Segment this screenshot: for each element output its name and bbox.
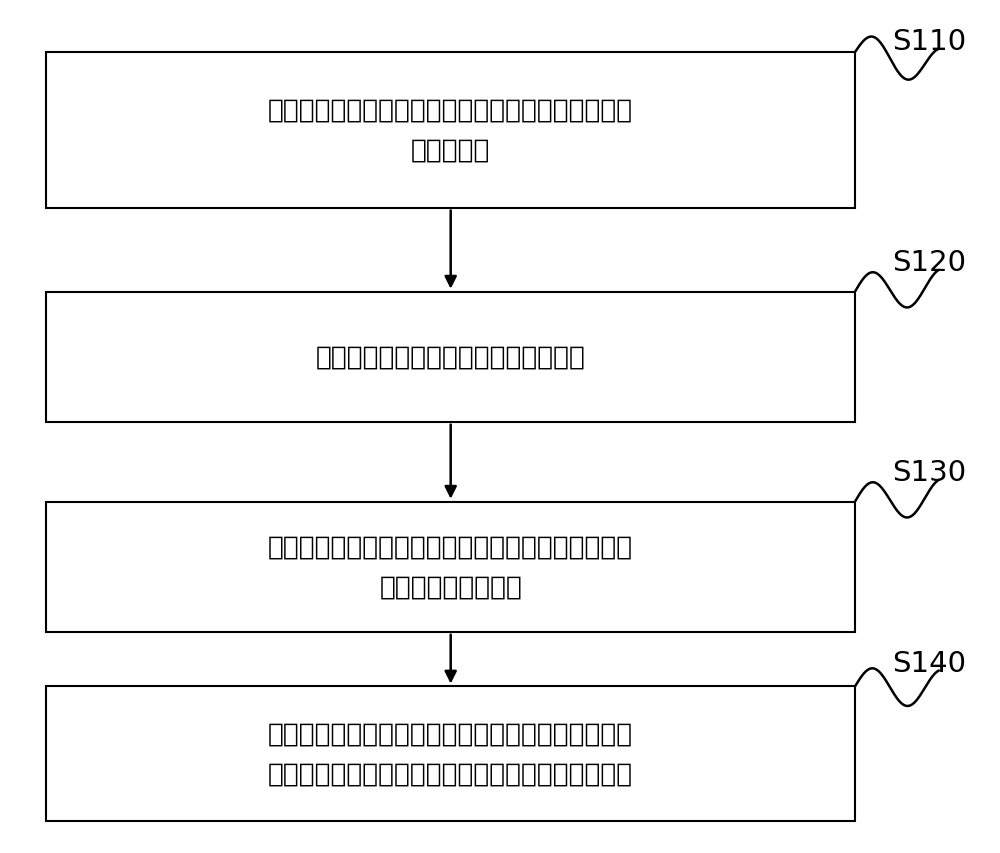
Text: S120: S120 — [892, 249, 966, 277]
FancyBboxPatch shape — [46, 293, 855, 422]
Text: 若确定进行制冷，则向各个下位机发送制冷指令，使
各个下位机进行制冷: 若确定进行制冷，则向各个下位机发送制冷指令，使 各个下位机进行制冷 — [268, 534, 633, 600]
FancyBboxPatch shape — [46, 502, 855, 632]
Text: 根据采集的库温信息确定是否进行制冷: 根据采集的库温信息确定是否进行制冷 — [316, 345, 586, 370]
Text: 当所属机组为上位机时，根据预设的库温采集方式采
集库温信息: 当所属机组为上位机时，根据预设的库温采集方式采 集库温信息 — [268, 98, 633, 164]
Text: S140: S140 — [892, 649, 966, 677]
Text: S110: S110 — [892, 28, 966, 56]
FancyBboxPatch shape — [46, 687, 855, 821]
Text: 当所属机组为上位机时，若满足化霜条件进行化霜，
则根据预设的化霜控制模式向各下位机发送化霜指令: 当所属机组为上位机时，若满足化霜条件进行化霜， 则根据预设的化霜控制模式向各下位… — [268, 721, 633, 786]
Text: S130: S130 — [892, 459, 966, 486]
FancyBboxPatch shape — [46, 53, 855, 208]
